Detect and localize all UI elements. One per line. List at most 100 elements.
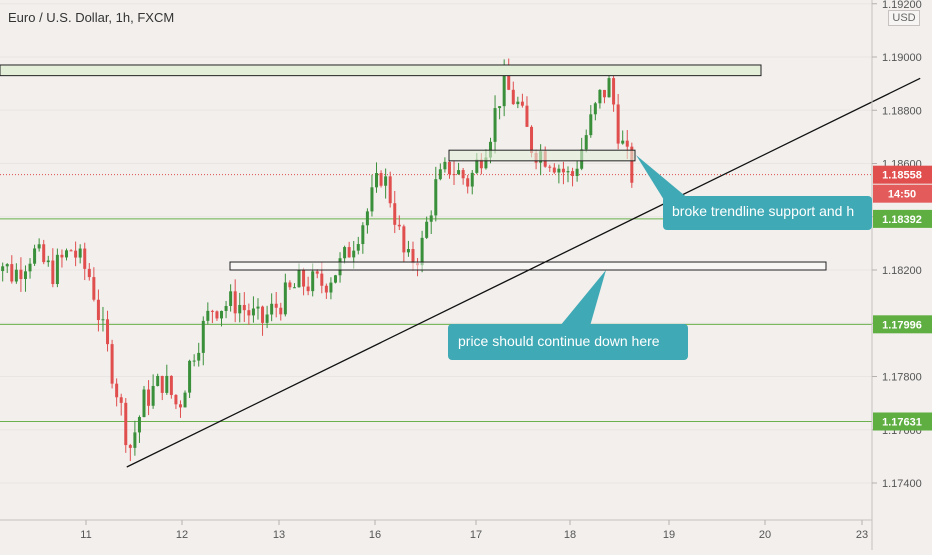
candle-body [270, 303, 274, 315]
candle-body [452, 174, 456, 176]
candle-body [571, 171, 575, 176]
candle-body [352, 250, 356, 258]
candle-body [315, 271, 319, 274]
candle-body [51, 260, 55, 285]
resistance-zone[interactable] [0, 64, 762, 77]
candle-body [566, 171, 570, 173]
candle-body [251, 308, 255, 316]
x-tick-label: 18 [564, 529, 576, 541]
candle-body [447, 161, 451, 175]
currency-badge[interactable]: USD [888, 10, 920, 26]
last-price-tag: 1.18558 [882, 170, 922, 182]
candle-body [356, 244, 360, 251]
candle-body [10, 264, 14, 282]
candle-body [183, 392, 187, 408]
candle-body [60, 254, 64, 258]
candle-body [87, 268, 91, 278]
countdown-tag-bg [873, 184, 932, 203]
candle-body [425, 221, 429, 238]
candle-body [616, 104, 620, 144]
candle-body [475, 159, 479, 173]
candle-body [174, 394, 178, 405]
candle-body [488, 141, 492, 158]
candle-body [443, 161, 447, 170]
countdown-tag: 14:50 [888, 189, 916, 201]
candle-body [192, 360, 196, 362]
candle-body [607, 78, 611, 98]
candle-body [28, 263, 32, 272]
candle-body [14, 269, 18, 282]
candle-body [598, 89, 602, 104]
candle-body [137, 417, 141, 433]
candle-body [220, 310, 224, 319]
candle-body [23, 271, 27, 280]
candle-body [457, 170, 461, 175]
candle-body [115, 383, 119, 398]
candle-body [5, 264, 9, 267]
candle-body [329, 282, 333, 293]
candle-body [142, 389, 146, 418]
level-price-tag: 1.17996 [882, 319, 922, 331]
candle-body [552, 167, 556, 173]
candle-body [65, 250, 69, 258]
candle-body [201, 320, 205, 353]
level-price-tag-bg [873, 315, 932, 334]
callout-trendline-note[interactable]: broke trendline support and h [663, 196, 872, 230]
candle-body [589, 114, 593, 136]
y-tick-label: 1.18800 [882, 105, 922, 117]
candle-body [438, 169, 442, 180]
candle-body [169, 375, 173, 395]
candle-body [434, 179, 438, 216]
candle-body [333, 275, 337, 283]
candle-body [119, 397, 123, 403]
candle-body [83, 248, 87, 269]
candle-body [530, 126, 534, 153]
candle-body [297, 270, 301, 288]
candle-body [74, 250, 78, 258]
candle-body [46, 260, 50, 263]
candle-body [106, 319, 110, 345]
candle-body [343, 247, 347, 259]
trendline[interactable] [126, 77, 921, 468]
y-tick-label: 1.18200 [882, 265, 922, 277]
candle-body [384, 176, 388, 186]
candle-body [178, 404, 182, 408]
candle-body [575, 168, 579, 176]
target-zone[interactable] [229, 261, 827, 271]
candle-body [92, 277, 96, 300]
candle-body [1, 266, 5, 272]
last-price-tag-bg [873, 165, 932, 184]
symbol-title: Euro / U.S. Dollar, 1h, FXCM [8, 10, 175, 25]
candle-body [479, 159, 483, 169]
candle-body [215, 311, 219, 319]
candle-body [124, 402, 128, 446]
candle-body [584, 135, 588, 150]
callout-target-note[interactable]: price should continue down here [448, 324, 688, 360]
y-tick-label: 1.19200 [882, 0, 922, 11]
candle-body [420, 237, 424, 266]
candle-body [160, 375, 164, 393]
candle-body [96, 299, 100, 321]
neckline-zone[interactable] [448, 149, 636, 162]
candle-body [69, 250, 73, 252]
candle-body [110, 344, 114, 384]
candle-body [306, 286, 310, 292]
y-tick-label: 1.19000 [882, 52, 922, 64]
candle-body [101, 319, 105, 321]
candle-body [128, 445, 132, 448]
candle-body [365, 211, 369, 226]
x-tick-label: 20 [759, 529, 771, 541]
candle-body [379, 173, 383, 186]
candle-body [498, 106, 502, 109]
candle-body [402, 226, 406, 253]
x-tick-label: 23 [856, 529, 868, 541]
candle-body [78, 248, 82, 258]
candle-body [37, 244, 41, 249]
x-tick-label: 11 [80, 529, 91, 541]
candle-body [233, 291, 237, 314]
candle-body [347, 247, 351, 258]
candle-body [507, 70, 511, 90]
candle-body [165, 375, 169, 393]
